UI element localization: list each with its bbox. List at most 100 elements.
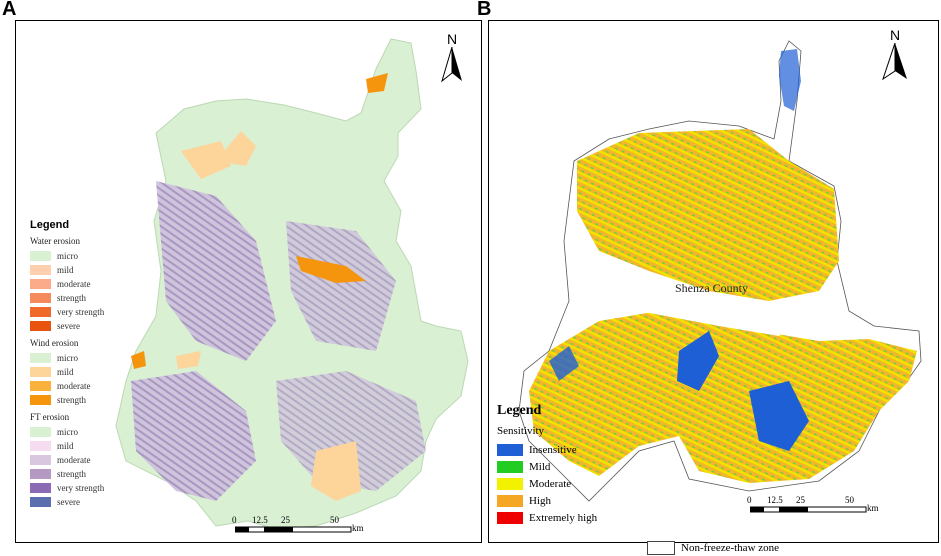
wind-erosion-patch-2 [181, 141, 231, 179]
panel-a-legend-title: Legend [30, 219, 70, 231]
scale-tick-label: 0 [747, 495, 752, 505]
legend-label: moderate [57, 455, 91, 465]
legend-label: mild [57, 441, 74, 451]
panel-b-legend-subtitle: Sensitivity [497, 425, 545, 437]
legend-item: mild [30, 263, 150, 277]
panel-a-map [115, 38, 469, 530]
legend-label: Moderate [529, 477, 572, 490]
wind-erosion-patch-4 [311, 441, 361, 501]
north-arrow-icon [882, 42, 907, 81]
wind-erosion-patch-3 [296, 256, 366, 283]
legend-item: very strength [30, 481, 150, 495]
scale-unit: km [352, 523, 364, 533]
sensitivity-area-north [577, 129, 839, 301]
scale-tick-label: 0 [232, 515, 237, 525]
legend-item: Moderate [497, 475, 807, 492]
scale-bar-b: 0 12.5 25 50 km [747, 495, 887, 515]
panel-b-letter: B [477, 0, 492, 20]
legend-group-title: Water erosion [30, 236, 81, 246]
legend-swatch [497, 494, 523, 507]
legend-item: mild [30, 365, 150, 379]
north-label-a: N [446, 31, 458, 47]
legend-item: micro [30, 425, 150, 439]
legend-swatch [30, 427, 51, 437]
scale-tick-label: 25 [796, 495, 805, 505]
legend-swatch [497, 511, 523, 524]
wind-erosion-patch-7 [216, 131, 256, 166]
legend-label: micro [57, 427, 78, 437]
legend-item: strength [30, 393, 150, 407]
scale-tick-label: 12.5 [767, 495, 783, 505]
wind-erosion-patch-6 [176, 351, 201, 369]
legend-item: strength [30, 467, 150, 481]
legend-label: mild [57, 265, 74, 275]
legend-swatch [30, 251, 51, 261]
legend-swatch [497, 443, 523, 456]
legend-swatch [30, 279, 51, 289]
scale-bar-a: 0 12.5 25 50 km [232, 515, 372, 535]
legend-label: Extremely high [529, 511, 598, 524]
legend-swatch [497, 460, 523, 473]
scale-tick-label: 12.5 [252, 515, 268, 525]
legend-label: severe [57, 321, 80, 331]
ft-erosion-area-3 [286, 221, 396, 351]
scale-tick-label: 50 [845, 495, 854, 505]
legend-swatch [30, 497, 51, 507]
legend-item: micro [30, 249, 150, 263]
legend-item: severe [30, 495, 150, 509]
legend-item-non-freeze-thaw: Non-freeze-thaw zone [647, 539, 779, 556]
legend-swatch [30, 367, 51, 377]
legend-swatch [30, 321, 51, 331]
insensitive-patch-2 [749, 381, 809, 451]
insensitive-patch-1 [677, 331, 719, 391]
ft-erosion-area-1 [156, 181, 276, 361]
sensitivity-area-south [529, 311, 917, 483]
ft-erosion-area-4 [276, 371, 426, 491]
north-label-b: N [889, 27, 901, 43]
legend-item: Insensitive [497, 441, 807, 458]
legend-item: moderate [30, 453, 150, 467]
legend-swatch [30, 469, 51, 479]
panel-a-legend: Legend Water erosion micro mild moderate str… [30, 219, 150, 509]
scale-bar-graphic [235, 526, 352, 533]
legend-item: High [497, 492, 807, 509]
north-arrow-b: N [881, 27, 909, 89]
legend-group-title: FT erosion [30, 412, 70, 422]
ft-erosion-area-2 [131, 371, 256, 501]
legend-swatch [647, 540, 675, 555]
north-arrow-icon [441, 46, 462, 83]
legend-swatch [30, 265, 51, 275]
legend-label: very strength [57, 483, 105, 493]
legend-item: moderate [30, 277, 150, 291]
legend-label: Insensitive [529, 443, 577, 456]
scale-tick-label: 25 [281, 515, 290, 525]
sensitivity-area-northeast [779, 49, 801, 111]
non-freeze-thaw-gap [579, 271, 789, 336]
scale-unit: km [867, 503, 879, 513]
scale-bar-graphic [750, 506, 867, 513]
legend-swatch [497, 477, 523, 490]
panel-a-letter: A [2, 0, 17, 20]
legend-label: strength [57, 293, 86, 303]
insensitive-patch-3 [549, 346, 579, 381]
wind-erosion-patch-1 [366, 73, 388, 93]
legend-label: very strength [57, 307, 105, 317]
legend-swatch [30, 483, 51, 493]
legend-label: micro [57, 353, 78, 363]
legend-label: strength [57, 469, 86, 479]
scale-tick-label: 50 [330, 515, 339, 525]
place-label-shenza: Shenza County [675, 281, 748, 295]
legend-label: Mild [529, 460, 551, 473]
legend-swatch [30, 353, 51, 363]
legend-swatch [30, 293, 51, 303]
legend-swatch [30, 455, 51, 465]
panel-b-map [518, 40, 922, 502]
legend-label: moderate [57, 279, 91, 289]
legend-item: strength [30, 291, 150, 305]
legend-label: mild [57, 367, 74, 377]
panel-b-frame: Shenza County Legend Sensitivity Insensi… [488, 20, 939, 555]
legend-group-title: Wind erosion [30, 338, 79, 348]
legend-label: moderate [57, 381, 91, 391]
legend-swatch [30, 395, 51, 405]
legend-label: Non-freeze-thaw zone [681, 541, 780, 554]
